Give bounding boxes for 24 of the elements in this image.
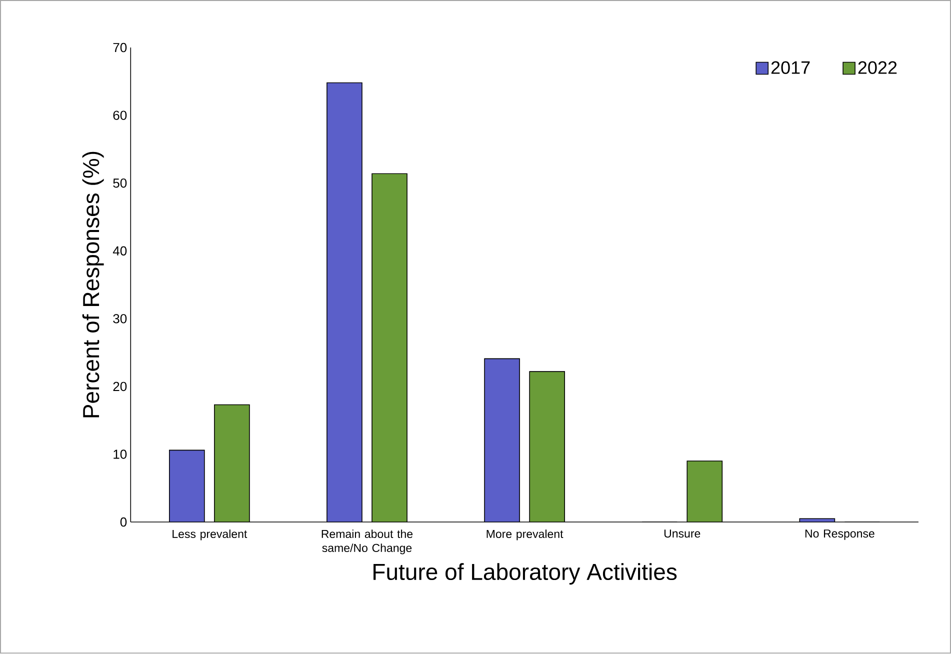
x-axis-title: Future of Laboratory Activities xyxy=(374,563,677,585)
legend-label: 2022 xyxy=(858,61,897,74)
y-tick-label: 60 xyxy=(113,110,127,120)
bar xyxy=(687,461,722,522)
bar xyxy=(530,372,565,522)
x-tick-label: More prevalent xyxy=(486,530,564,540)
y-tick-label: 10 xyxy=(114,450,127,460)
x-tick-label: Remain about the same/No Change xyxy=(322,530,413,554)
x-tick-label: No Response xyxy=(805,530,874,540)
bar xyxy=(326,82,362,522)
y-tick-label: 40 xyxy=(112,246,127,256)
y-tick-label: 30 xyxy=(113,314,127,324)
bar xyxy=(484,358,520,522)
bar xyxy=(169,450,204,522)
y-tick-label: 50 xyxy=(113,178,127,188)
y-axis-title: Percent of Responses (%) xyxy=(82,152,104,418)
y-tick-label: 70 xyxy=(113,43,127,52)
y-tick-label: 0 xyxy=(120,518,127,527)
legend-label: 2017 xyxy=(771,61,810,74)
x-tick-label: Unsure xyxy=(664,530,700,538)
bar xyxy=(214,404,250,522)
bar xyxy=(372,174,408,522)
y-tick-label: 20 xyxy=(113,382,127,392)
x-tick-label: Less prevalent xyxy=(172,530,248,540)
